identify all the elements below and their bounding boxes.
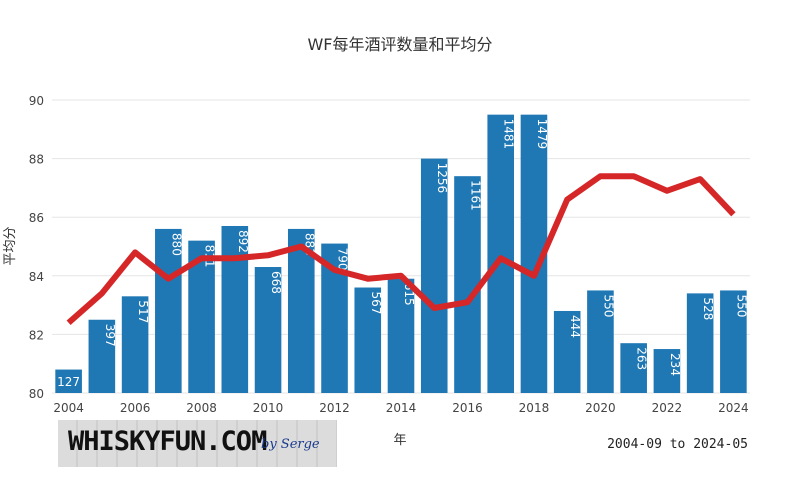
bar-data-label: 263 [635,347,649,370]
bar [686,293,714,393]
bar-data-label: 517 [136,300,150,323]
logo-byline: by Serge [261,437,320,452]
bar [155,228,182,393]
chart-title: WF每年酒评数量和平均分 [307,35,492,54]
x-tick-label: 2006 [120,401,151,415]
bar [254,267,282,393]
average-score-line [66,173,736,325]
bar-data-label: 1481 [502,119,516,150]
x-tick-label: 2012 [319,401,350,415]
bar [653,349,681,393]
y-tick-label: 86 [29,211,44,225]
y-tick-label: 82 [29,328,44,342]
bar-data-label: 668 [269,271,283,294]
bar [454,176,481,393]
bar-data-label: 444 [568,315,582,338]
logo-text: WHISKYFUN.COM [68,426,267,457]
y-axis: 80 82 84 86 88 90 [29,94,44,401]
x-tick-label: 2008 [186,401,217,415]
x-tick-label: 2004 [53,401,84,415]
bar [354,287,382,393]
x-tick-label: 2014 [386,401,417,415]
bar [587,290,614,393]
x-axis-label: 年 [393,433,406,448]
whiskyfun-logo: WHISKYFUN.COM by Serge [58,420,337,467]
bar-data-label: 567 [369,292,383,315]
bar [420,158,448,393]
bar [720,290,747,393]
y-tick-label: 90 [29,94,44,108]
x-tick-label: 2010 [253,401,284,415]
bar-data-label: 880 [169,233,183,256]
bar [221,225,249,393]
bar-data-label: 1161 [468,180,482,211]
bar [487,114,515,394]
x-tick-label: 2024 [718,401,749,415]
date-range: 2004-09 to 2024-05 [607,437,748,452]
bar [387,278,415,393]
x-tick-label: 2022 [652,401,683,415]
bar [55,369,82,393]
x-tick-label: 2020 [585,401,616,415]
bar-data-label: 790 [336,248,350,271]
y-tick-label: 80 [29,387,44,401]
y-tick-label: 88 [29,153,44,167]
bar-data-label: 127 [57,375,80,389]
bar-data-label: 1479 [535,119,549,150]
bar [88,319,116,393]
line-series [66,173,736,325]
bar-data-label: 1256 [435,163,449,194]
x-tick-label: 2016 [452,401,483,415]
bar-data-label: 550 [734,294,748,317]
y-axis-label: 平均分 [3,226,18,265]
bar-data-label: 892 [236,230,250,253]
bar-data-label: 550 [601,294,615,317]
y-tick-label: 84 [29,270,44,284]
bar-data-label: 528 [701,297,715,320]
x-axis: 2004 2006 2008 2010 2012 2014 2016 2018 2020 2022… [53,401,748,415]
x-tick-label: 2018 [519,401,550,415]
bar [553,310,581,393]
bar-data-label: 397 [103,324,117,347]
bar [121,296,149,393]
bar-data-label: 234 [668,353,682,376]
bar [620,343,647,393]
